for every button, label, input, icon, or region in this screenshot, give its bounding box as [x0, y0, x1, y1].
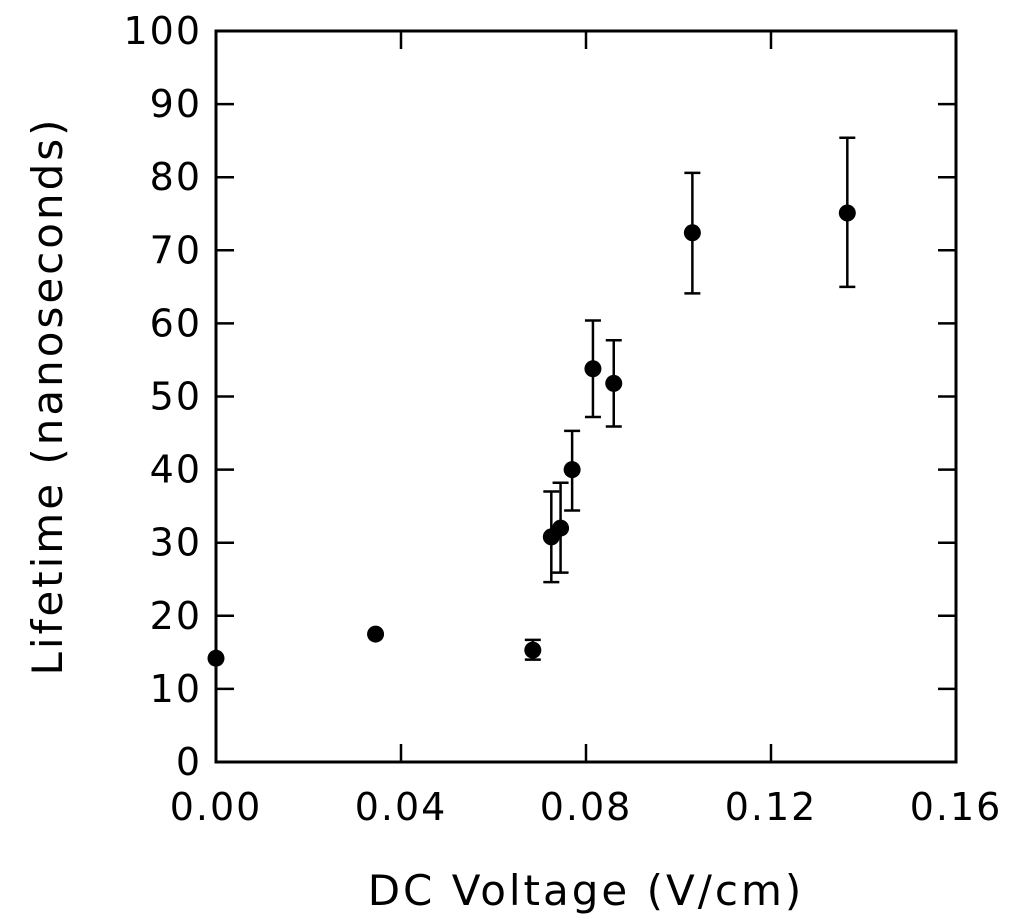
data-point [563, 461, 581, 479]
y-tick-label: 30 [150, 521, 202, 565]
x-tick-label: 0.04 [355, 785, 448, 829]
data-points [207, 204, 856, 667]
y-tick-label: 70 [150, 228, 202, 272]
data-point [552, 519, 570, 537]
data-point [367, 625, 385, 643]
data-point [584, 360, 602, 378]
data-point [838, 204, 856, 222]
tick-labels: 0 10 20 30 40 50 60 70 80 90 100 0.00 0.04 0.08 0.12 0.… [123, 9, 1003, 829]
y-tick-label: 50 [150, 375, 202, 419]
x-tick-label: 0.12 [725, 785, 818, 829]
y-tick-label: 20 [150, 594, 202, 638]
y-axis-label: Lifetime (nanoseconds) [23, 116, 72, 675]
y-tick-label: 90 [150, 82, 202, 126]
x-tick-label: 0.00 [170, 785, 263, 829]
data-point [605, 374, 623, 392]
y-tick-label: 60 [150, 301, 202, 345]
y-tick-label: 100 [123, 9, 202, 53]
x-axis-label: DC Voltage (V/cm) [368, 866, 805, 915]
y-tick-label: 80 [150, 155, 202, 199]
axis-ticks [214, 29, 958, 764]
y-tick-label: 0 [176, 740, 202, 784]
error-bars [524, 136, 856, 661]
x-tick-label: 0.16 [910, 785, 1003, 829]
y-tick-label: 10 [150, 667, 202, 711]
y-tick-label: 40 [150, 448, 202, 492]
plot-frame [214, 29, 958, 764]
data-point [683, 224, 701, 242]
x-tick-label: 0.08 [540, 785, 633, 829]
data-point [524, 641, 542, 659]
data-point [207, 649, 225, 667]
